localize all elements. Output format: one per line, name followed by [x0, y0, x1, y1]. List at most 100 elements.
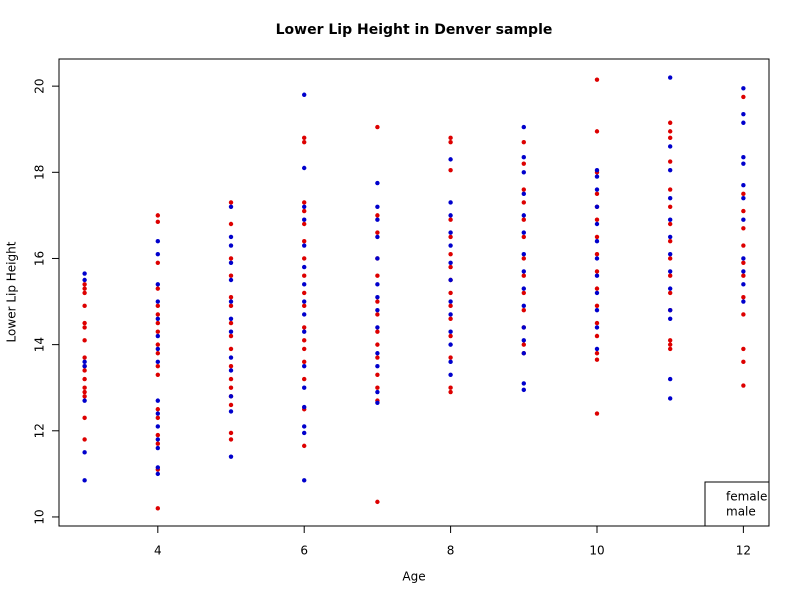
point: [521, 124, 526, 130]
point: [228, 316, 234, 321]
point: [155, 372, 161, 377]
point: [228, 430, 234, 436]
point: [375, 217, 380, 222]
x-axis-label: Age: [402, 570, 425, 584]
point: [594, 320, 600, 326]
point: [667, 167, 673, 173]
point: [155, 445, 161, 451]
x-tick-label: 6: [300, 544, 308, 558]
point: [155, 282, 161, 287]
point: [302, 385, 307, 390]
point: [155, 506, 161, 511]
point: [82, 363, 87, 369]
point: [82, 368, 87, 373]
y-axis-label: Lower Lip Height: [5, 241, 19, 342]
point: [521, 325, 526, 330]
point: [741, 226, 746, 231]
point: [375, 499, 380, 505]
point: [521, 217, 526, 222]
point: [302, 221, 307, 227]
point: [155, 398, 161, 403]
point: [375, 295, 380, 300]
point: [228, 409, 234, 414]
point: [155, 346, 161, 352]
point: [667, 204, 673, 209]
point: [667, 338, 673, 343]
point: [155, 351, 161, 356]
point: [228, 320, 234, 326]
point: [594, 251, 600, 257]
point: [82, 376, 87, 382]
point: [155, 342, 161, 347]
point: [741, 111, 746, 117]
point: [155, 316, 161, 321]
point: [228, 363, 234, 369]
legend-label: female: [726, 490, 767, 504]
point: [155, 424, 161, 429]
point: [594, 234, 600, 240]
point: [302, 243, 307, 248]
point: [448, 342, 453, 347]
point: [82, 282, 87, 287]
point: [302, 200, 307, 205]
point: [667, 376, 673, 382]
point: [375, 299, 380, 304]
point: [228, 454, 234, 459]
point: [155, 432, 161, 438]
plot-frame: [58, 58, 770, 527]
point: [155, 415, 161, 421]
point: [594, 77, 600, 82]
point: [594, 307, 600, 313]
point: [521, 256, 526, 261]
point: [521, 230, 526, 235]
point: [82, 398, 87, 403]
y-tick-label: 12: [33, 423, 47, 438]
point: [228, 329, 234, 334]
point: [82, 325, 87, 330]
point: [302, 139, 307, 145]
point: [375, 400, 380, 405]
point: [741, 191, 746, 197]
point: [741, 256, 746, 261]
point: [521, 286, 526, 291]
point: [302, 282, 307, 287]
point: [82, 385, 87, 390]
point: [375, 204, 380, 209]
point: [521, 303, 526, 309]
point: [594, 204, 600, 209]
point: [594, 187, 600, 192]
point: [302, 264, 307, 270]
point: [448, 213, 453, 218]
point: [448, 372, 453, 377]
point: [667, 269, 673, 274]
point: [741, 346, 746, 352]
point: [741, 312, 746, 317]
point: [521, 213, 526, 218]
point: [155, 303, 161, 309]
point: [448, 333, 453, 339]
point: [448, 385, 453, 390]
point: [375, 124, 380, 130]
point: [667, 217, 673, 222]
point: [228, 204, 234, 209]
point: [375, 389, 380, 395]
point: [521, 191, 526, 197]
x-tick-label: 8: [447, 544, 455, 558]
point: [302, 299, 307, 304]
point: [594, 411, 600, 416]
point: [448, 260, 453, 265]
point: [82, 277, 87, 283]
point: [741, 217, 746, 222]
point: [667, 251, 673, 257]
point: [228, 277, 234, 283]
point: [448, 329, 453, 334]
point: [521, 187, 526, 192]
point: [228, 256, 234, 261]
point: [741, 383, 746, 388]
point: [741, 183, 746, 188]
point: [302, 204, 307, 209]
point: [521, 200, 526, 205]
point: [594, 217, 600, 222]
point: [155, 219, 161, 225]
